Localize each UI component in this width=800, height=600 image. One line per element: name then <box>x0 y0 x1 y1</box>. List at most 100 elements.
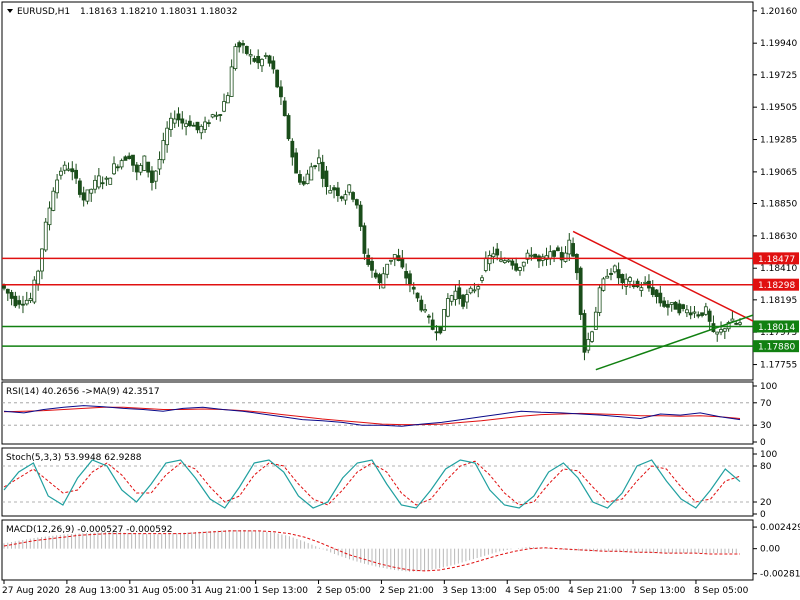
candle-body <box>734 322 739 325</box>
candle-body <box>362 225 367 254</box>
candle-body <box>491 253 496 258</box>
candle-body <box>525 252 530 260</box>
candle-body <box>89 188 94 194</box>
candle-body <box>400 257 405 268</box>
candle-body <box>730 318 735 322</box>
dropdown-arrow-icon[interactable] <box>7 9 13 13</box>
y-tick-label: 0 <box>760 510 766 520</box>
candle-body <box>415 292 420 299</box>
candle-body <box>150 170 154 183</box>
candle-body <box>442 309 446 331</box>
x-tick-label: 28 Aug 13:00 <box>65 586 126 596</box>
candle-body <box>244 45 249 54</box>
candle-body <box>229 66 234 97</box>
rsi-panel <box>1 381 754 445</box>
candle-body <box>203 121 207 130</box>
candle-body <box>267 55 272 64</box>
y-tick-label: 100 <box>760 382 777 392</box>
candle-body <box>206 122 211 125</box>
candle-body <box>726 322 731 330</box>
y-tick-label: 100 <box>760 450 777 460</box>
candle-body <box>142 155 147 171</box>
candle-body <box>146 161 151 173</box>
y-tick-label: 1.19725 <box>760 71 797 81</box>
y-tick-label: 1.19940 <box>760 39 797 49</box>
candle-body <box>119 160 124 168</box>
candle-body <box>62 164 67 171</box>
candle-body <box>347 184 352 193</box>
y-tick-label: 1.19065 <box>760 168 797 178</box>
candle-body <box>597 287 602 313</box>
candle-body <box>703 306 708 315</box>
level-tag <box>753 252 799 265</box>
candle-body <box>112 163 116 175</box>
rsi-title: RSI(14) 40.2656 ->MA(9) 42.3517 <box>6 387 160 397</box>
candle-body <box>263 55 268 57</box>
candle-body <box>468 287 473 294</box>
y-tick-label: 1.18195 <box>760 296 797 306</box>
candle-body <box>529 254 534 257</box>
candle-body <box>555 247 560 252</box>
candle-body <box>180 118 185 124</box>
candle-body <box>593 311 598 330</box>
candle-body <box>104 177 109 180</box>
candle-body <box>574 253 579 274</box>
x-tick-label: 2 Sep 05:00 <box>317 586 372 596</box>
macd-title: MACD(12,26,9) -0.000527 -0.000592 <box>6 525 172 535</box>
candle-body <box>51 190 56 211</box>
candle-body <box>172 118 177 124</box>
candle-body <box>214 114 219 117</box>
candle-body <box>715 331 720 335</box>
candle-body <box>487 254 492 265</box>
candle-body <box>643 281 648 284</box>
candle-body <box>225 95 230 104</box>
candle-body <box>93 179 97 190</box>
candle-body <box>134 164 139 173</box>
y-tick-label: 1.18630 <box>760 232 797 242</box>
rsi-ma-line <box>3 406 741 426</box>
candle-body <box>506 259 511 262</box>
candle-body <box>559 252 564 261</box>
candle-body <box>279 86 283 98</box>
candle-body <box>461 294 465 307</box>
candle-body <box>628 277 632 282</box>
candle-body <box>127 155 132 160</box>
candle-body <box>700 312 704 316</box>
candle-body <box>552 250 557 257</box>
candle-body <box>609 272 613 275</box>
candle-body <box>96 175 101 188</box>
candle-body <box>32 279 37 303</box>
candle-body <box>195 121 200 131</box>
x-tick-label: 4 Sep 21:00 <box>568 586 623 596</box>
candle-body <box>252 57 257 62</box>
candle-body <box>419 299 424 311</box>
candle-body <box>17 300 22 305</box>
candle-body <box>13 295 18 307</box>
y-tick-label: 20 <box>760 498 772 508</box>
candle-body <box>354 199 359 206</box>
candle-body <box>36 270 41 285</box>
candle-body <box>358 204 363 227</box>
level-tag-label: 1.18477 <box>758 255 795 265</box>
candle-body <box>241 43 245 46</box>
candle-body <box>210 114 215 118</box>
trendline <box>572 230 753 322</box>
x-tick-label: 31 Aug 21:00 <box>191 586 252 596</box>
candle-body <box>320 161 325 179</box>
candle-body <box>578 267 583 315</box>
candle-body <box>335 187 340 197</box>
ohlc-label: 1.18163 1.18210 1.18031 1.18032 <box>80 7 237 17</box>
candle-body <box>237 42 242 48</box>
macd-signal-line <box>3 530 740 572</box>
candle-body <box>165 127 170 146</box>
candle-body <box>563 252 568 262</box>
y-tick-label: 1.19285 <box>760 136 797 146</box>
candle-body <box>392 254 397 260</box>
candle-body <box>21 303 25 306</box>
y-tick-label: 1.18850 <box>760 200 797 210</box>
candle-body <box>464 294 469 303</box>
candle-body <box>434 331 439 334</box>
candle-body <box>260 58 264 67</box>
candle-body <box>658 292 663 304</box>
candle-body <box>722 328 727 332</box>
